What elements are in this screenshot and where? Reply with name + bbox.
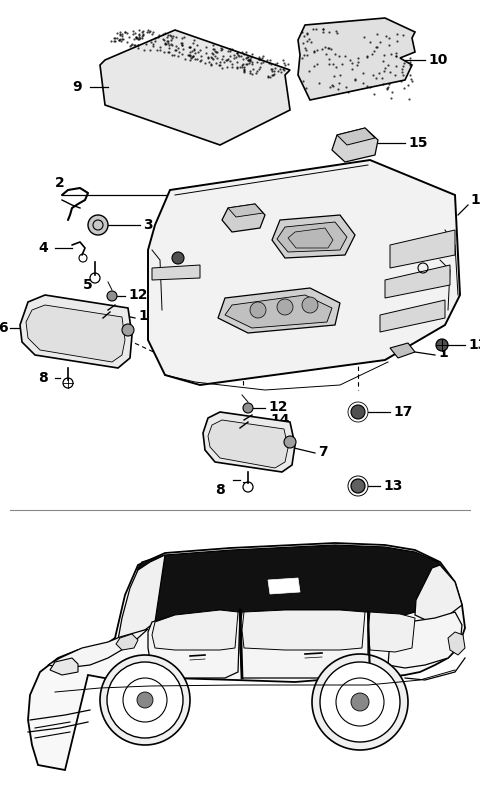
- Text: 10: 10: [428, 53, 447, 67]
- Text: 12: 12: [128, 288, 147, 302]
- Polygon shape: [148, 160, 460, 385]
- Polygon shape: [118, 555, 165, 640]
- Polygon shape: [222, 204, 265, 232]
- Text: 5: 5: [83, 278, 93, 292]
- Circle shape: [137, 692, 153, 708]
- Text: 7: 7: [318, 445, 328, 459]
- Text: 6: 6: [0, 321, 8, 335]
- Polygon shape: [288, 228, 333, 248]
- Text: 4: 4: [38, 241, 48, 255]
- Circle shape: [243, 403, 253, 413]
- Text: 8: 8: [38, 371, 48, 385]
- Circle shape: [436, 339, 448, 351]
- Polygon shape: [390, 343, 415, 358]
- Circle shape: [351, 693, 369, 711]
- Text: 1: 1: [438, 346, 448, 360]
- Circle shape: [320, 662, 400, 742]
- Circle shape: [284, 436, 296, 448]
- Polygon shape: [388, 612, 462, 668]
- Polygon shape: [268, 578, 300, 594]
- Polygon shape: [48, 629, 148, 668]
- Polygon shape: [228, 204, 263, 217]
- Polygon shape: [135, 545, 450, 630]
- Polygon shape: [208, 420, 288, 468]
- Polygon shape: [240, 610, 368, 678]
- Text: 14: 14: [270, 413, 289, 427]
- Circle shape: [312, 654, 408, 750]
- Text: 14: 14: [138, 309, 157, 323]
- Text: 17: 17: [393, 405, 412, 419]
- Circle shape: [250, 302, 266, 318]
- Polygon shape: [100, 30, 290, 145]
- Text: 15: 15: [408, 136, 428, 150]
- Text: 9: 9: [72, 80, 82, 94]
- Polygon shape: [242, 610, 365, 650]
- Text: 11: 11: [470, 193, 480, 207]
- Polygon shape: [218, 288, 340, 333]
- Polygon shape: [448, 632, 465, 655]
- Polygon shape: [26, 305, 125, 362]
- Circle shape: [351, 405, 365, 419]
- Circle shape: [172, 252, 184, 264]
- Circle shape: [100, 655, 190, 745]
- Polygon shape: [50, 658, 78, 675]
- Polygon shape: [148, 610, 240, 678]
- Polygon shape: [298, 18, 415, 100]
- Circle shape: [107, 662, 183, 738]
- Text: 12: 12: [268, 400, 288, 414]
- Polygon shape: [332, 128, 378, 162]
- Polygon shape: [272, 215, 355, 258]
- Polygon shape: [368, 612, 415, 652]
- Circle shape: [351, 479, 365, 493]
- Circle shape: [277, 299, 293, 315]
- Circle shape: [88, 215, 108, 235]
- Text: 2: 2: [55, 176, 65, 190]
- Polygon shape: [415, 565, 462, 622]
- Polygon shape: [20, 295, 132, 368]
- Text: 13: 13: [468, 338, 480, 352]
- Text: 8: 8: [215, 483, 225, 497]
- Circle shape: [107, 291, 117, 301]
- Polygon shape: [385, 265, 450, 298]
- Polygon shape: [337, 128, 375, 145]
- Text: 16: 16: [162, 211, 181, 225]
- Circle shape: [302, 297, 318, 313]
- Text: 3: 3: [143, 218, 153, 232]
- Polygon shape: [277, 222, 347, 252]
- Text: 17: 17: [208, 251, 228, 265]
- Circle shape: [122, 324, 134, 336]
- Polygon shape: [225, 295, 332, 328]
- Polygon shape: [152, 610, 238, 650]
- Polygon shape: [152, 265, 200, 280]
- Polygon shape: [116, 634, 138, 650]
- Polygon shape: [203, 412, 295, 472]
- Text: 13: 13: [383, 479, 402, 493]
- Polygon shape: [28, 543, 465, 770]
- Polygon shape: [390, 230, 455, 268]
- Polygon shape: [380, 300, 445, 332]
